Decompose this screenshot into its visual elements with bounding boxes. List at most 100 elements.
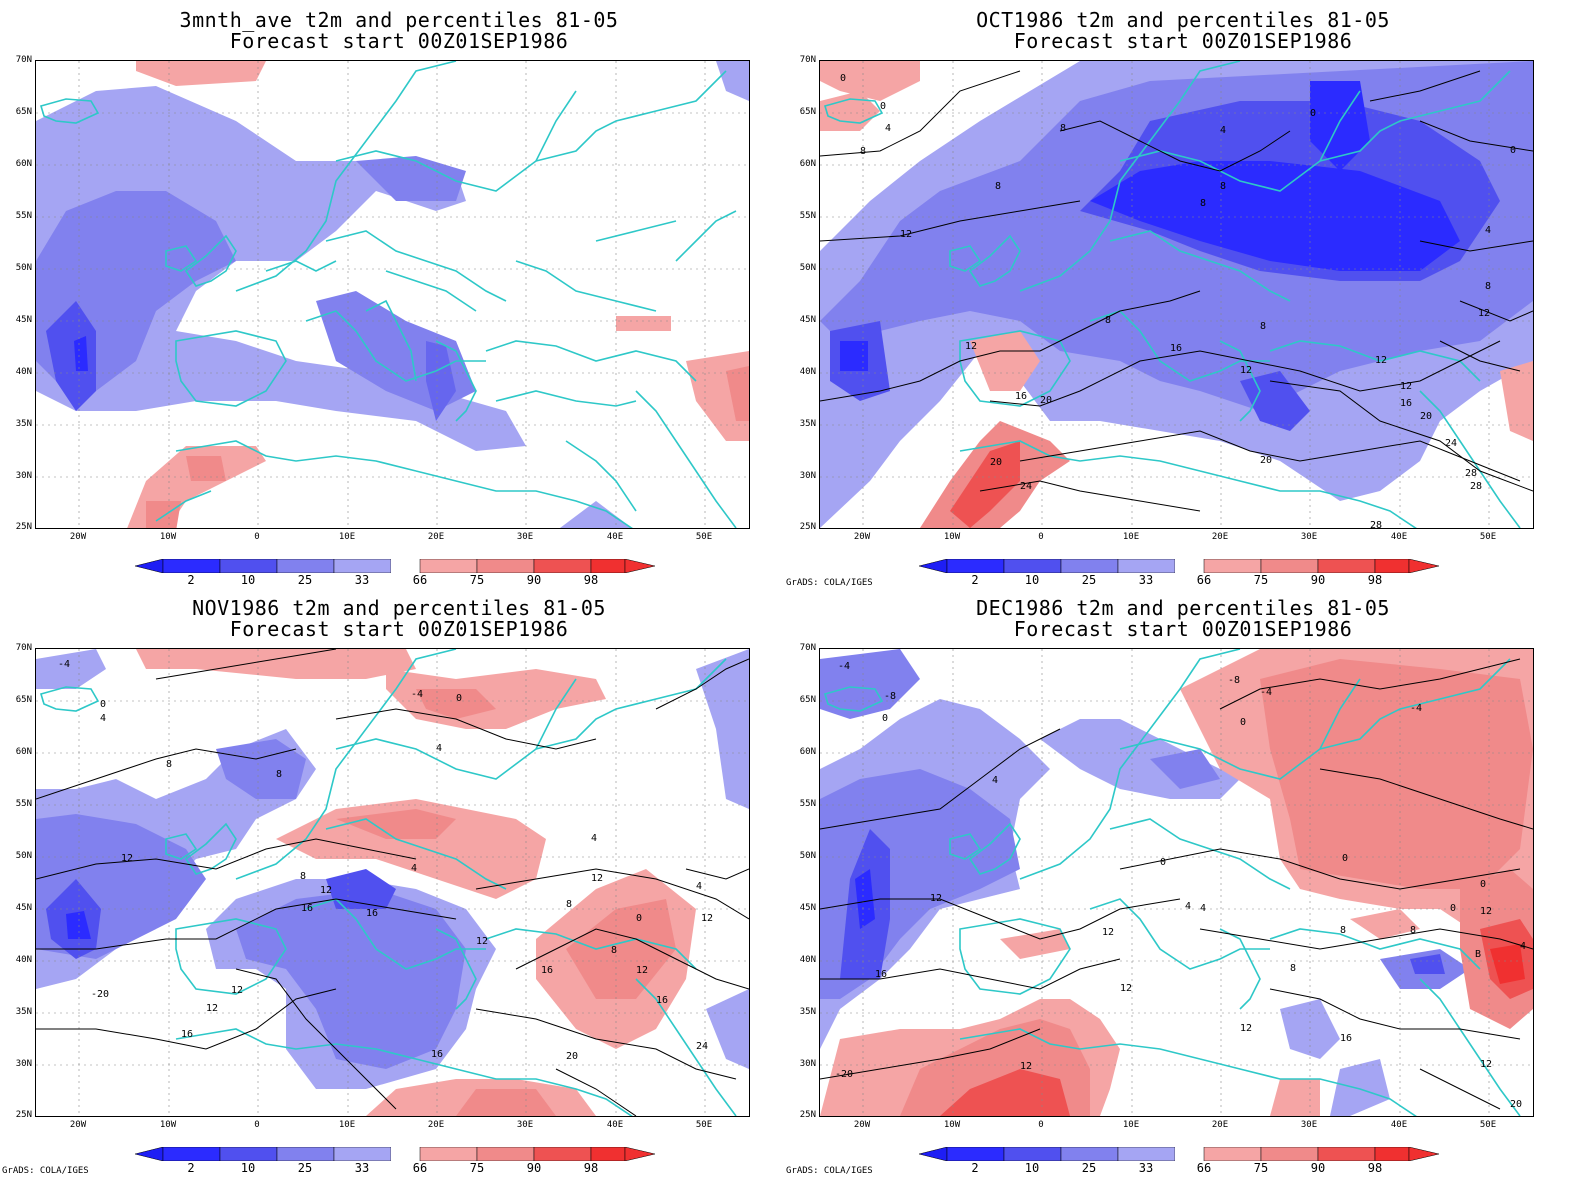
contour-label: 16 [1015,391,1027,402]
colorbar-label: 2 [187,1161,195,1175]
lon-label: 20E [1211,532,1229,542]
shade-blue-med2 [326,869,396,909]
contour-label: 12 [206,1003,218,1014]
colorbar-label: 25 [1081,1161,1097,1175]
colorbar [918,1146,1440,1162]
panel-dec1986: DEC1986 t2m and percentiles 81-05 Foreca… [784,588,1582,1186]
colorbar-label: 33 [354,573,370,587]
lon-label: 40E [606,532,624,542]
lon-label: 10E [1122,532,1140,542]
map-plot [36,61,749,528]
lon-label: 50E [695,1120,713,1130]
colorbar-label: 66 [412,1161,428,1175]
contour-label: 16 [301,903,313,914]
lat-label: 45N [15,903,32,913]
shade-blue-core [855,869,875,929]
lat-label: 35N [799,419,816,429]
gridlines [820,61,1533,528]
lat-label: 30N [799,1059,816,1069]
lon-label: 20E [1211,1120,1229,1130]
gridlines [36,649,749,1116]
contour-label: 4 [992,775,998,786]
contour-label: 12 [1020,1061,1032,1072]
panel-title-line2: Forecast start 00Z01SEP1986 [1013,617,1353,641]
coastlines [823,61,1521,528]
contour-label: 0 [1160,857,1166,868]
contour-label: 28 [1465,468,1477,479]
contour-label: 12 [591,873,603,884]
shade-red-mid2 [416,689,496,719]
contour-label: 8 [566,899,572,910]
contour-label: 4 [696,881,702,892]
lat-label: 45N [799,315,816,325]
panel-oct1986: OCT1986 t2m and percentiles 81-05 Foreca… [784,0,1582,598]
lat-label: 25N [799,522,816,532]
shade-blue-core2 [426,341,456,421]
lon-label: 20W [853,532,871,542]
shade-red-sw2 [186,456,226,481]
panel-3month-average: 3mnth_ave t2m and percentiles 81-05 Fore… [0,0,798,598]
contour-label: 12 [636,965,648,976]
contour-label: 20 [1420,411,1432,422]
contour-label: 8 [1105,315,1111,326]
contour-label: 0 [880,101,886,112]
gridlines [820,649,1533,1116]
lon-label: 10E [1122,1120,1140,1130]
shade-blue-tl [216,739,306,799]
contour-labels: -4 0 4 8 8 4 -4 0 12 12 16 16 12 8 4 4 8… [58,659,713,1062]
contour-label: 12 [900,229,912,240]
lat-label: 65N [15,107,32,117]
lat-label: 60N [15,159,32,169]
lat-label: 50N [799,263,816,273]
map-area: -4 -8 0 -8 -4 4 0 -4 0 0 12 16 0 4 12 4 … [819,648,1534,1117]
shade-red-mid2 [1350,909,1420,939]
colorbar [918,558,1440,574]
lat-label: 25N [799,1110,816,1120]
lat-label: 65N [799,107,816,117]
colorbar-label: 2 [187,573,195,587]
contour-label: 0 [1510,145,1516,156]
shade-red-mid [616,316,671,331]
colorbar-label: 90 [526,1161,542,1175]
contour-label: 4 [591,833,597,844]
contour-label: 8 [1410,925,1416,936]
contour-label: 20 [1510,1099,1522,1110]
contour-label: 16 [875,969,887,980]
contour-label: 12 [701,913,713,924]
contour-label: -4 [838,661,850,672]
contour-label: 8 [611,945,617,956]
lon-label: 20W [853,1120,871,1130]
contour-label: -4 [58,659,70,670]
panel-title: NOV1986 t2m and percentiles 81-05 Foreca… [0,598,798,640]
shade-blue-nw [36,649,106,689]
contour-label: 16 [1400,398,1412,409]
lat-label: 60N [799,159,816,169]
lon-label: 10E [338,532,356,542]
lon-label: 30E [1300,532,1318,542]
lat-label: 70N [799,643,816,653]
lat-label: 70N [799,55,816,65]
contour-label: 4 [100,713,106,724]
contour-label: 8 [1485,281,1491,292]
coastlines [39,649,737,1116]
lon-label: 20E [427,1120,445,1130]
lat-label: 55N [799,799,816,809]
colorbar-label: 2 [971,573,979,587]
contour-label: 4 [1220,125,1226,136]
contour-label: 4 [436,743,442,754]
panel-title: DEC1986 t2m and percentiles 81-05 Foreca… [784,598,1582,640]
lat-label: 45N [15,315,32,325]
panel-title: OCT1986 t2m and percentiles 81-05 Foreca… [784,10,1582,52]
contour-label: 12 [1480,1059,1492,1070]
colorbar-label: 75 [1253,573,1269,587]
shade-red-sw3 [146,501,181,528]
shade-red-bottom2 [456,1089,556,1116]
contour-label: 8 [1260,321,1266,332]
contour-label: 28 [1470,481,1482,492]
colorbar-label: 66 [1196,573,1212,587]
grads-credit: GrADS: COLA/IGES [2,1166,89,1176]
colorbar-label: 33 [1138,573,1154,587]
lat-label: 55N [799,211,816,221]
colorbar-label: 33 [1138,1161,1154,1175]
lat-label: 65N [15,695,32,705]
